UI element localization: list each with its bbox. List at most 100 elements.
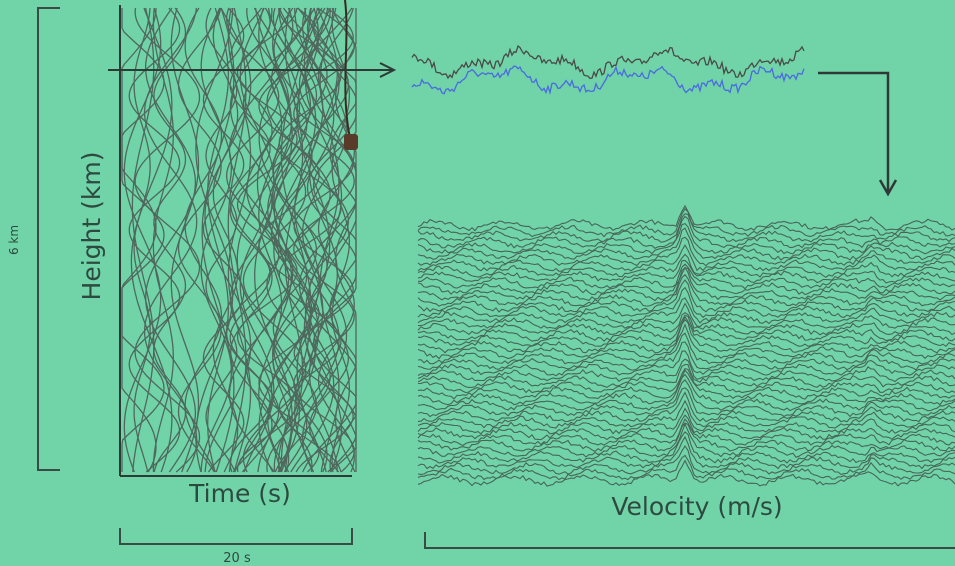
wave-line bbox=[273, 7, 340, 473]
wave-line bbox=[417, 244, 955, 272]
wave-line bbox=[417, 323, 955, 360]
wave-line bbox=[227, 7, 252, 473]
wave-line bbox=[417, 431, 955, 464]
wave-line bbox=[417, 259, 955, 284]
wave-line bbox=[301, 7, 348, 473]
scale-label: 6 km bbox=[7, 225, 21, 255]
pointer-device bbox=[344, 134, 358, 150]
wave-line bbox=[417, 363, 955, 388]
wave-line bbox=[417, 297, 955, 325]
wave-line bbox=[417, 279, 955, 313]
wave-line bbox=[225, 7, 280, 473]
wave-line bbox=[312, 7, 357, 473]
wave-line bbox=[331, 7, 351, 473]
wave-line bbox=[417, 215, 955, 249]
velocity-traces bbox=[417, 204, 955, 487]
wave-line bbox=[201, 7, 235, 473]
wave-line bbox=[417, 367, 955, 394]
velocity-bracket bbox=[424, 532, 955, 549]
wave-line bbox=[417, 315, 955, 348]
wave-line bbox=[277, 7, 317, 473]
wave-line bbox=[207, 7, 229, 473]
wave-line bbox=[417, 312, 955, 336]
wave-line bbox=[284, 7, 304, 473]
wave-line bbox=[417, 204, 955, 232]
wave-line bbox=[417, 369, 955, 400]
wave-line bbox=[236, 7, 301, 473]
wave-line bbox=[417, 207, 955, 238]
wave-line bbox=[417, 407, 955, 435]
wave-line bbox=[417, 459, 955, 487]
wave-line bbox=[272, 7, 318, 473]
signal-trace bbox=[411, 44, 805, 95]
wave-line bbox=[417, 418, 955, 447]
wave-line bbox=[417, 422, 955, 453]
wave-line bbox=[304, 7, 343, 473]
axes bbox=[119, 5, 352, 477]
wave-line bbox=[317, 7, 355, 473]
wave-line bbox=[417, 266, 955, 302]
wave-line bbox=[411, 65, 805, 95]
x-axis-label: Time (s) bbox=[188, 479, 291, 508]
wave-line bbox=[266, 7, 331, 473]
wave-line bbox=[170, 7, 200, 473]
wave-line bbox=[417, 263, 955, 290]
time-scale-label: 20 s bbox=[223, 551, 251, 566]
wave-line bbox=[258, 7, 320, 473]
wave-line bbox=[229, 7, 271, 473]
wave-line bbox=[417, 387, 955, 418]
wave-line bbox=[278, 7, 342, 473]
wave-line bbox=[417, 213, 955, 243]
wave-line bbox=[417, 435, 955, 470]
wave-line bbox=[417, 373, 955, 406]
wave-line bbox=[411, 44, 805, 80]
wave-line bbox=[417, 332, 955, 365]
wave-line bbox=[417, 454, 955, 481]
wave-line bbox=[417, 222, 955, 255]
wave-line bbox=[143, 7, 198, 473]
wave-line bbox=[417, 350, 955, 377]
wave-line bbox=[417, 267, 955, 296]
wave-line bbox=[121, 8, 165, 472]
arrow-1 bbox=[108, 62, 397, 78]
wave-line bbox=[272, 7, 328, 473]
wave-line bbox=[417, 273, 955, 307]
wave-line bbox=[144, 7, 197, 473]
wave-line bbox=[134, 7, 201, 473]
wave-line bbox=[417, 302, 955, 329]
wave-line bbox=[202, 7, 245, 473]
arrow-2 bbox=[818, 71, 898, 197]
wave-line bbox=[417, 253, 955, 278]
wave-line bbox=[184, 7, 223, 473]
wave-line bbox=[417, 314, 955, 342]
cable bbox=[344, 0, 351, 139]
height-bracket bbox=[37, 7, 60, 471]
wave-line bbox=[204, 7, 252, 473]
y-axis-label: Height (km) bbox=[77, 152, 106, 301]
wave-line bbox=[417, 399, 955, 429]
wave-line bbox=[130, 7, 173, 473]
time-bracket bbox=[119, 528, 353, 545]
wave-line bbox=[417, 444, 955, 475]
wave-line bbox=[195, 7, 234, 473]
wave-line bbox=[258, 7, 320, 473]
wave-line bbox=[256, 7, 320, 473]
wave-line bbox=[131, 7, 155, 473]
wave-line bbox=[128, 7, 181, 473]
wave-line bbox=[133, 7, 151, 473]
wave-line bbox=[417, 318, 955, 354]
wave-line bbox=[152, 7, 174, 473]
wave-tangle bbox=[121, 7, 357, 473]
velocity-axis-label: Velocity (m/s) bbox=[611, 492, 782, 521]
wave-line bbox=[417, 358, 955, 383]
wave-line bbox=[417, 341, 955, 371]
wave-line bbox=[417, 227, 955, 261]
wave-line bbox=[417, 422, 955, 458]
wave-line bbox=[417, 414, 955, 441]
wave-line bbox=[417, 379, 955, 412]
wave-line bbox=[417, 391, 955, 423]
wave-line bbox=[153, 7, 187, 473]
wave-line bbox=[230, 7, 273, 473]
